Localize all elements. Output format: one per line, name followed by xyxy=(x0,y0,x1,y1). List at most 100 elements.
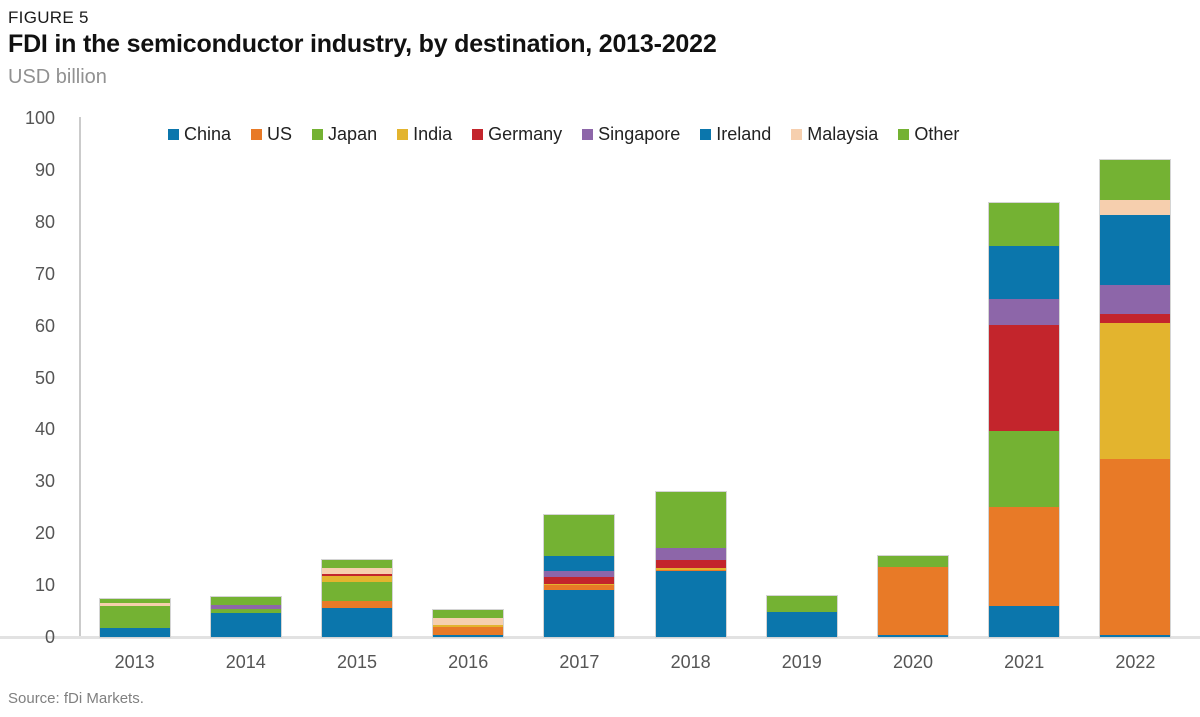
bar-segment-2014-singapore xyxy=(210,605,281,609)
legend-swatch-icon xyxy=(898,129,910,140)
x-tick-label-2016: 2016 xyxy=(448,652,489,672)
bar-segment-2015-other xyxy=(322,559,392,568)
y-tick-label-80: 80 xyxy=(34,211,55,232)
bar-segment-2019-china xyxy=(766,625,837,637)
bar-2017 xyxy=(543,513,616,638)
legend-label: US xyxy=(267,124,293,144)
legend-label: Ireland xyxy=(716,124,772,144)
x-tick-label-2020: 2020 xyxy=(892,652,933,672)
bar-2021 xyxy=(988,202,1061,638)
chart-title: FDI in the semiconductor industry, by de… xyxy=(8,30,717,58)
y-tick-label-20: 20 xyxy=(34,523,55,544)
legend-item-ireland: Ireland xyxy=(700,124,771,145)
bar-segment-2022-malaysia xyxy=(1100,200,1171,215)
bar-segment-2021-other xyxy=(989,203,1060,246)
y-tick-label-10: 10 xyxy=(34,575,55,596)
bar-segment-2015-us xyxy=(322,601,392,608)
bar-segment-2021-us xyxy=(989,506,1060,607)
bar-segment-2022-other xyxy=(1100,160,1171,201)
bar-2016 xyxy=(432,609,505,638)
bar-segment-2019-other xyxy=(766,596,837,612)
bar-segment-2022-india xyxy=(1100,323,1171,459)
bar-segment-2018-us xyxy=(655,569,726,571)
bar-segment-2016-other xyxy=(433,610,504,618)
bar-segment-2021-singapore xyxy=(989,299,1060,326)
x-axis-line xyxy=(0,636,1200,639)
bar-segment-2022-us xyxy=(1100,459,1171,636)
bar-segment-2015-malaysia xyxy=(322,568,392,574)
bar-segment-2015-japan xyxy=(322,582,392,602)
bar-segment-2022-china xyxy=(1100,635,1171,637)
x-tick-label-2013: 2013 xyxy=(114,652,155,672)
legend-item-singapore: Singapore xyxy=(582,124,680,145)
legend-swatch-icon xyxy=(312,129,324,140)
y-tick-label-70: 70 xyxy=(34,263,55,284)
bar-segment-2013-malaysia xyxy=(99,603,170,606)
legend-swatch-icon xyxy=(791,129,803,140)
bar-segment-2017-other xyxy=(544,514,615,556)
bar-2019 xyxy=(765,595,838,638)
bar-segment-2017-germany xyxy=(544,576,615,584)
legend-item-japan: Japan xyxy=(312,124,377,145)
bar-2014 xyxy=(209,595,282,638)
bar-segment-2022-singapore xyxy=(1100,284,1171,314)
bar-segment-2021-ireland xyxy=(989,245,1060,300)
bar-segment-2017-india xyxy=(544,583,615,586)
legend-label: China xyxy=(184,124,232,144)
bar-segment-2015-india xyxy=(322,575,392,582)
legend-item-india: India xyxy=(397,124,452,145)
x-tick-label-2015: 2015 xyxy=(336,652,377,672)
legend-label: Singapore xyxy=(598,124,681,144)
x-tick-label-2017: 2017 xyxy=(559,652,600,672)
legend-item-germany: Germany xyxy=(472,124,562,145)
x-tick-label-2018: 2018 xyxy=(670,652,711,672)
chart-subtitle: USD billion xyxy=(8,66,107,88)
bar-segment-2017-us xyxy=(544,585,615,590)
legend-swatch-icon xyxy=(168,129,179,140)
bar-segment-2016-us xyxy=(433,627,504,635)
x-tick-label-2014: 2014 xyxy=(225,652,266,672)
bar-segment-2020-other xyxy=(878,556,948,568)
legend-label: Other xyxy=(914,124,960,144)
bar-segment-2014-china xyxy=(210,613,281,637)
legend-item-malaysia: Malaysia xyxy=(791,124,878,145)
y-tick-label-100: 100 xyxy=(24,108,55,128)
bar-segment-2017-ireland xyxy=(544,555,615,571)
y-tick-label-0: 0 xyxy=(44,627,55,647)
bar-segment-2016-china xyxy=(433,634,504,637)
x-tick-label-2021: 2021 xyxy=(1004,652,1045,672)
bar-segment-2018-other xyxy=(655,491,726,549)
legend-swatch-icon xyxy=(700,129,712,140)
legend-swatch-icon xyxy=(397,129,409,140)
bar-segment-2018-singapore xyxy=(655,548,726,561)
x-tick-label-2019: 2019 xyxy=(781,652,822,672)
x-tick-label-2022: 2022 xyxy=(1115,652,1156,672)
bar-segment-2022-germany xyxy=(1100,313,1171,324)
legend-swatch-icon xyxy=(582,129,594,140)
legend-swatch-icon xyxy=(251,129,263,140)
bar-segment-2020-us xyxy=(878,567,948,635)
bar-2020 xyxy=(877,555,949,638)
bar-segment-2013-other xyxy=(99,598,170,604)
legend-swatch-icon xyxy=(472,129,484,140)
legend-item-us: US xyxy=(251,124,292,145)
bar-segment-2021-japan xyxy=(989,431,1060,507)
bar-2018 xyxy=(654,490,727,638)
legend-label: Japan xyxy=(328,124,378,144)
legend-label: Germany xyxy=(488,124,563,144)
y-tick-label-30: 30 xyxy=(34,471,55,492)
legend-label: Malaysia xyxy=(807,124,879,144)
bar-segment-2013-japan xyxy=(99,605,170,629)
bar-segment-2015-germany xyxy=(322,573,392,576)
y-tick-label-50: 50 xyxy=(34,367,55,388)
bar-segment-2021-germany xyxy=(989,325,1060,432)
bar-segment-2021-china xyxy=(989,606,1060,637)
y-tick-label-90: 90 xyxy=(34,159,55,180)
bar-segment-2013-china xyxy=(99,628,170,637)
bar-2022 xyxy=(1099,159,1172,638)
bar-segment-2015-china xyxy=(322,607,392,637)
bar-segment-2022-ireland xyxy=(1100,214,1171,285)
bar-segment-2017-singapore xyxy=(544,570,615,577)
